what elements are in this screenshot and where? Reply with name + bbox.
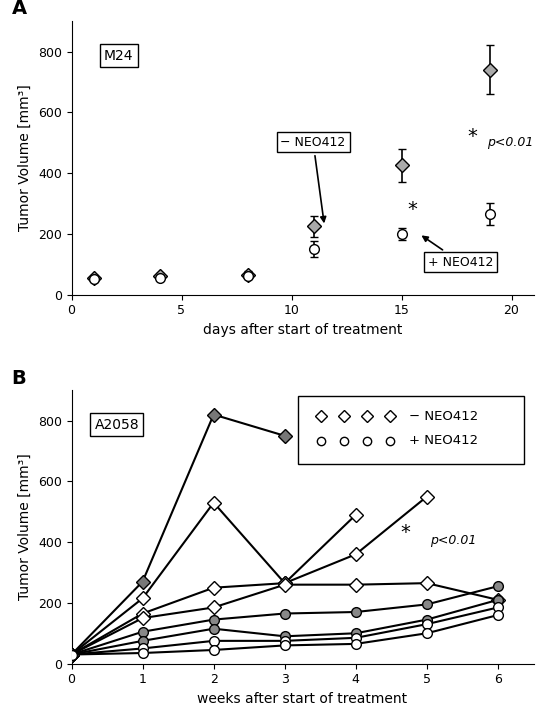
X-axis label: weeks after start of treatment: weeks after start of treatment [197,692,408,706]
Text: *: * [467,126,477,145]
Text: A2058: A2058 [95,417,139,431]
Y-axis label: Tumor Volume [mm³]: Tumor Volume [mm³] [18,85,32,232]
FancyBboxPatch shape [298,396,524,464]
Text: p<0.01: p<0.01 [431,534,477,547]
Text: − NEO412: − NEO412 [280,136,346,222]
Text: *: * [400,523,410,542]
Text: + NEO412: + NEO412 [409,434,478,448]
Text: − NEO412: − NEO412 [409,409,478,423]
X-axis label: days after start of treatment: days after start of treatment [203,323,402,337]
Text: p<0.01: p<0.01 [487,136,534,149]
Text: *: * [408,200,417,219]
Text: M24: M24 [104,49,133,63]
Text: + NEO412: + NEO412 [423,237,493,269]
Text: B: B [12,369,26,388]
Y-axis label: Tumor Volume [mm³]: Tumor Volume [mm³] [18,453,32,600]
Text: A: A [12,0,26,18]
